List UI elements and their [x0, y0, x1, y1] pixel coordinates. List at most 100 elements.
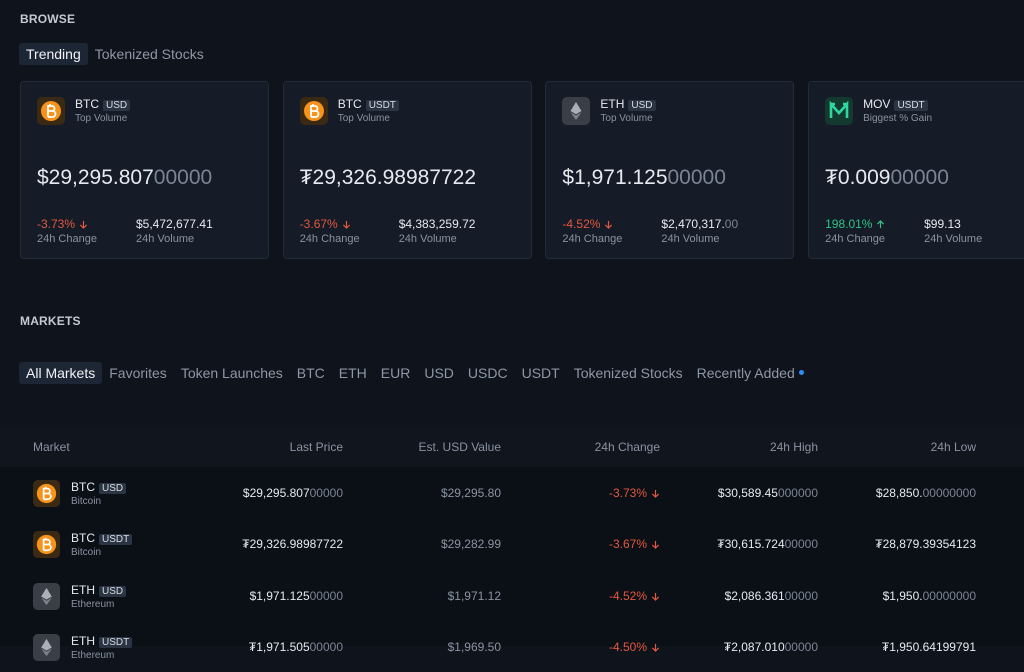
change-label: 24h Change: [825, 233, 886, 245]
price-main: ₮0.009: [825, 166, 891, 189]
section-title: MARKETS: [20, 314, 81, 328]
table-row[interactable]: ETH USDT Ethereum ₮1,971.50500000 $1,969.50-…: [0, 622, 1024, 672]
high-dim: 00000: [784, 588, 818, 603]
coin-icon: [562, 97, 591, 125]
subtitle: Top Volume: [337, 113, 390, 124]
pair: ETH USDT: [71, 633, 133, 648]
column-header: Market: [33, 440, 70, 454]
low: $28,850.00000000: [876, 486, 976, 500]
tab[interactable]: Trending: [19, 43, 88, 65]
change-label: 24h Change: [299, 233, 360, 245]
change: -4.52%: [562, 217, 613, 231]
card[interactable]: MOV USDT Biggest % Gain ₮0.00900000 198.01% 2…: [808, 81, 1024, 259]
browse-tabs: Trending Tokenized Stocks: [19, 43, 211, 65]
table-row[interactable]: ETH USD Ethereum $1,971.12500000 $1,971.12 -4…: [0, 571, 1024, 621]
pair: ETH USD: [71, 582, 127, 597]
page: BROWSE Trending Tokenized Stocks BTC USD Top …: [0, 12, 1024, 661]
volume-main: $5,472,677.41: [136, 217, 213, 231]
section-title: BROWSE: [20, 12, 76, 26]
coin-icon: [825, 97, 854, 125]
volume-main: $2,470,317.: [661, 217, 725, 231]
base: BTC: [75, 97, 99, 111]
price-main: $29,295.807: [37, 166, 154, 189]
change-label: 24h Change: [562, 233, 623, 245]
low: $1,950.00000000: [883, 589, 976, 603]
volume: $4,383,259.72: [399, 217, 476, 231]
high: $30,589.45000000: [718, 486, 818, 500]
card[interactable]: BTC USDT Top Volume ₮29,326.98987722 -3.67% 2…: [282, 81, 532, 259]
volume-label: 24h Volume: [661, 233, 720, 245]
change-value: -4.52%: [562, 217, 601, 231]
table-row[interactable]: BTC USDT Bitcoin ₮29,326.98987722 $29,282.99…: [0, 519, 1024, 569]
arrow-icon: [651, 592, 660, 601]
tab[interactable]: USDC: [467, 365, 508, 381]
high-main: $30,589.45: [717, 486, 778, 500]
tab[interactable]: BTC: [296, 365, 325, 381]
table-row[interactable]: BTC USD Bitcoin $29,295.80700000 $29,295.80 -…: [0, 468, 1024, 518]
last-price: $1,971.12500000: [250, 589, 343, 603]
subtitle: Biggest % Gain: [863, 113, 933, 124]
change-value: -4.52%: [608, 588, 647, 603]
high-dim: 000000: [777, 486, 818, 500]
price: ₮0.00900000: [825, 166, 949, 190]
tab[interactable]: All Markets: [19, 362, 103, 384]
card[interactable]: ETH USD Top Volume $1,971.12500000 -4.52% 24h…: [545, 81, 795, 259]
tab[interactable]: USDT: [521, 365, 560, 381]
card[interactable]: BTC USD Top Volume $29,295.80700000 -3.73% 24…: [20, 81, 269, 259]
last-price-main: $29,295.807: [242, 486, 310, 500]
tab[interactable]: Tokenized Stocks: [573, 365, 683, 381]
pair: BTC USDT: [71, 531, 133, 546]
last-price-main: ₮1,971.505: [248, 639, 310, 654]
volume-main: $4,383,259.72: [398, 217, 476, 231]
market-tabs: All Markets Favorites Token Launches BTC ETH…: [19, 362, 804, 384]
base: ETH: [71, 582, 95, 597]
high-dim: 00000: [784, 537, 818, 552]
base: ETH: [600, 97, 625, 111]
price: ₮29,326.98987722: [300, 166, 476, 190]
base: ETH: [71, 633, 95, 648]
quote-badge: USDT: [99, 534, 133, 546]
pair: BTC USD: [71, 480, 127, 494]
change-value: -3.67%: [299, 217, 338, 231]
column-header: Est. USD Value: [418, 440, 501, 454]
high-dim: 00000: [784, 639, 818, 654]
arrow-icon: [342, 220, 350, 229]
subtitle: Top Volume: [600, 113, 653, 124]
quote-badge: USDT: [365, 100, 399, 111]
coin-icon: [33, 531, 60, 559]
change: -3.73%: [37, 217, 88, 231]
price-dim: 00000: [667, 166, 726, 189]
table-header-bg: [0, 425, 1024, 467]
volume: $5,472,677.41: [136, 217, 213, 231]
tab[interactable]: EUR: [380, 365, 411, 381]
low-dim: 00000000: [922, 588, 976, 603]
low-main: $1,950.: [882, 588, 923, 603]
base: BTC: [71, 480, 95, 494]
tab[interactable]: Favorites: [109, 365, 167, 381]
price: $29,295.80700000: [37, 166, 212, 190]
pair: ETH USD: [600, 97, 656, 111]
column-header: Last Price: [289, 440, 343, 454]
change-value: 198.01%: [825, 217, 873, 231]
last-price: ₮1,971.50500000: [249, 640, 343, 654]
coin-name: Bitcoin: [71, 496, 102, 507]
last-price-dim: 00000: [309, 486, 343, 500]
base: BTC: [71, 531, 95, 546]
tab[interactable]: ETH: [338, 365, 367, 381]
arrow-icon: [651, 643, 660, 652]
change-value: -4.50%: [608, 639, 647, 654]
coin-icon: [33, 633, 60, 661]
coin-name: Ethereum: [71, 598, 115, 610]
tab[interactable]: Recently Added: [696, 365, 795, 381]
tab[interactable]: Token Launches: [180, 365, 283, 381]
low-main: ₮28,879.39354123: [875, 537, 976, 552]
volume-dim: 00: [724, 217, 739, 231]
usd-value: $1,969.50: [447, 639, 501, 654]
last-price-main: $1,971.125: [249, 588, 310, 603]
tab[interactable]: Tokenized Stocks: [94, 46, 204, 62]
base: MOV: [863, 97, 891, 111]
change: -3.73%: [609, 486, 660, 500]
pair: BTC USDT: [338, 97, 399, 111]
tab[interactable]: USD: [424, 365, 454, 381]
last-price-main: ₮29,326.98987722: [242, 537, 343, 552]
